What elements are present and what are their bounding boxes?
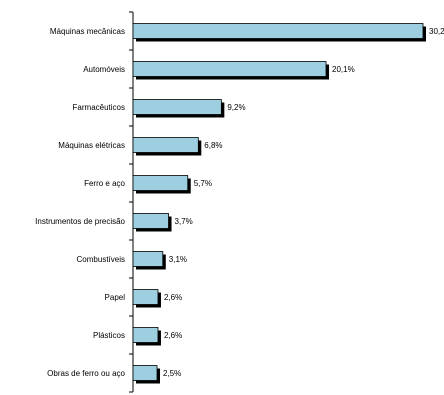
- bar: [132, 175, 189, 191]
- bar: [132, 23, 424, 39]
- value-label: 5,7%: [194, 179, 212, 188]
- bar: [132, 289, 159, 305]
- value-label: 20,1%: [332, 65, 355, 74]
- bar: [132, 251, 164, 267]
- bar: [132, 137, 199, 153]
- category-label: Ferro e aço: [84, 179, 125, 188]
- category-label: Papel: [105, 293, 126, 302]
- category-label: Farmacêuticos: [73, 103, 125, 112]
- category-labels: Máquinas mecânicas Automóveis Farmacêutico…: [35, 27, 125, 378]
- category-label: Obras de ferro ou aço: [47, 369, 125, 378]
- category-label: Plásticos: [93, 331, 125, 340]
- category-label: Máquinas mecânicas: [50, 27, 125, 36]
- bar: [132, 327, 159, 343]
- bar: [132, 213, 169, 229]
- value-label: 2,6%: [164, 293, 182, 302]
- category-label: Instrumentos de precisão: [35, 217, 125, 226]
- value-label: 3,7%: [175, 217, 193, 226]
- value-label: 3,1%: [169, 255, 187, 264]
- category-label: Automóveis: [83, 65, 125, 74]
- category-label: Máquinas elétricas: [58, 141, 125, 150]
- value-label: 30,2: [429, 27, 444, 36]
- value-label: 6,8%: [204, 141, 222, 150]
- value-label: 2,5%: [163, 369, 181, 378]
- bar: [132, 365, 158, 381]
- value-label: 9,2%: [227, 103, 245, 112]
- bar: [132, 99, 222, 115]
- category-label: Combustíveis: [77, 255, 125, 264]
- value-labels: 30,2 20,1% 9,2% 6,8% 5,7% 3,7% 3,1% 2,6% 2,6% 2,5…: [163, 27, 444, 378]
- bar: [132, 61, 327, 77]
- chart-axis: [129, 11, 134, 393]
- value-label: 2,6%: [164, 331, 182, 340]
- bars: [132, 23, 426, 384]
